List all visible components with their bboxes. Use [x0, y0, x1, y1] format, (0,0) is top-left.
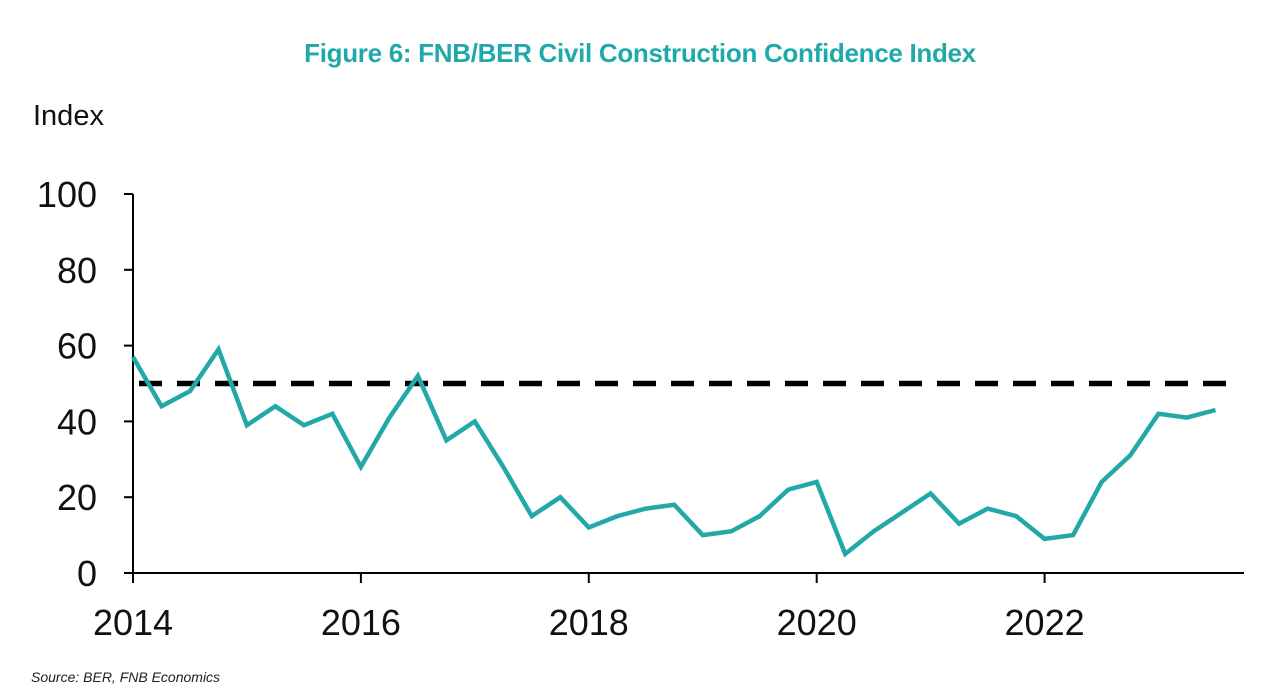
- y-tick-label: 80: [57, 250, 97, 291]
- x-tick-label: 2016: [321, 602, 401, 643]
- y-tick-label: 40: [57, 401, 97, 442]
- series-lines: [131, 344, 1217, 558]
- x-tick-label: 2020: [777, 602, 857, 643]
- series-line: [131, 344, 1217, 558]
- y-tick-label: 20: [57, 477, 97, 518]
- x-tick-label: 2022: [1005, 602, 1085, 643]
- chart-title: Figure 6: FNB/BER Civil Construction Con…: [304, 38, 976, 68]
- x-tick-label: 2014: [93, 602, 173, 643]
- x-tick-label: 2018: [549, 602, 629, 643]
- y-tick-label: 60: [57, 326, 97, 367]
- source-note: Source: BER, FNB Economics: [31, 669, 221, 685]
- tick-labels: 0 20 40 60 80 100 2014 2016 2018 2020 2022: [37, 174, 1085, 643]
- y-tick-label: 0: [77, 553, 97, 594]
- y-tick-label: 100: [37, 174, 97, 215]
- axes: [124, 193, 1244, 583]
- y-axis-label: Index: [33, 100, 104, 132]
